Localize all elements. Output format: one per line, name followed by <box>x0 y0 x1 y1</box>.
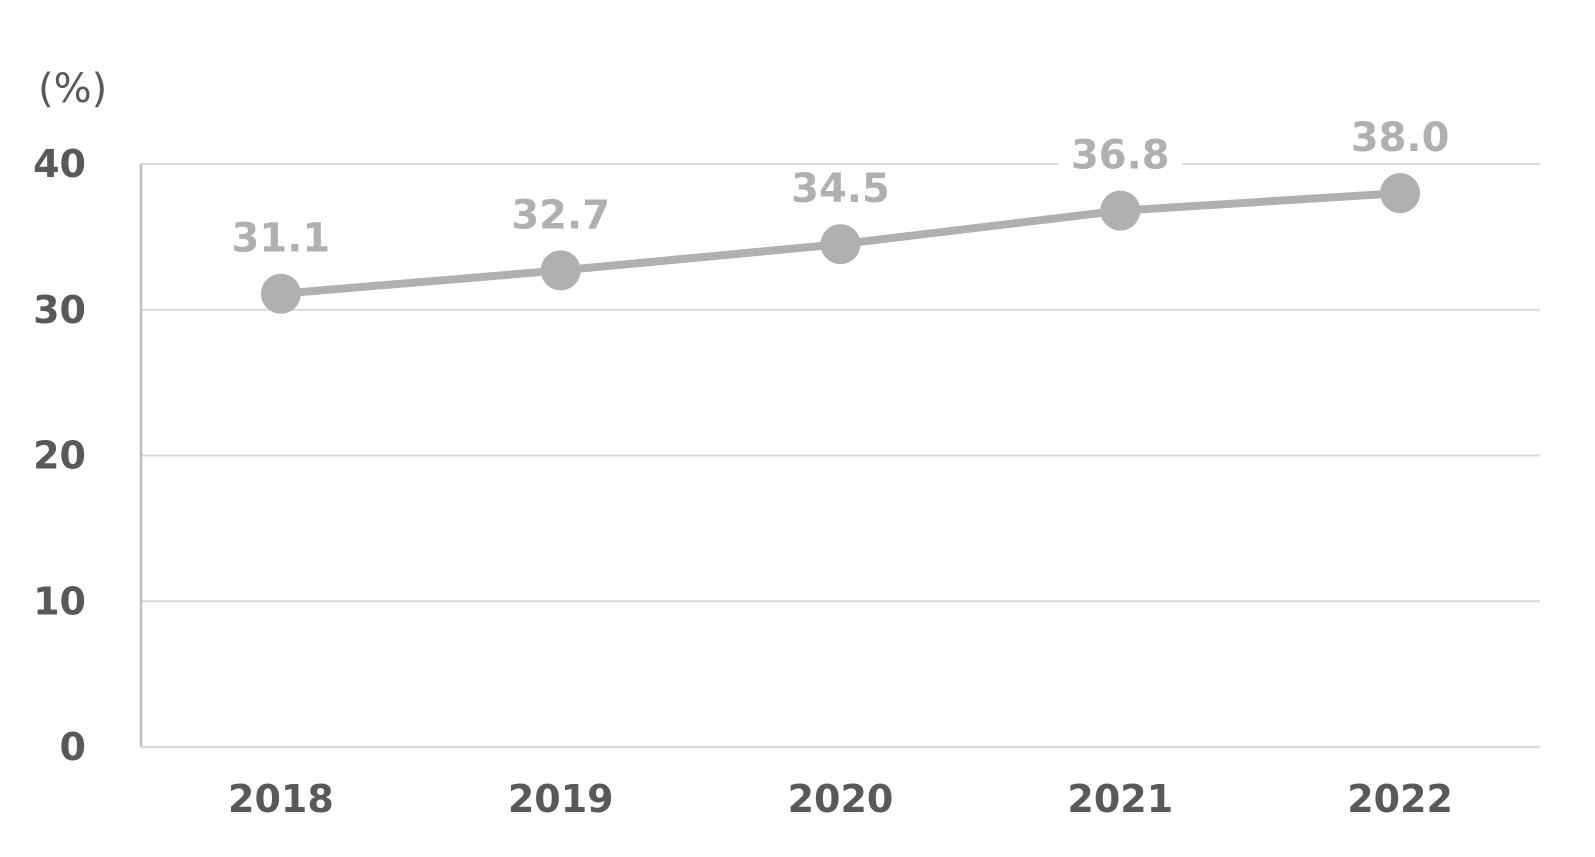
series-group <box>260 173 1421 314</box>
data-label-background-2022 <box>1338 115 1463 162</box>
data-label-2020: 34.5 <box>791 166 890 212</box>
x-tick-label-2020: 2020 <box>788 777 894 821</box>
data-point-2019 <box>540 250 581 291</box>
data-label-2022: 38.0 <box>1351 115 1450 161</box>
data-point-2021 <box>1100 190 1141 231</box>
axes <box>139 164 1540 749</box>
gridlines <box>141 163 1540 603</box>
x-axis-ticks: 2018 2019 2020 2021 2022 <box>228 777 1453 821</box>
data-point-2018 <box>260 273 301 314</box>
data-label-background-2018 <box>218 215 343 262</box>
x-tick-label-2019: 2019 <box>508 777 614 821</box>
y-tick-label-10: 10 <box>33 579 86 623</box>
y-axis-unit-label: (%) <box>38 66 107 112</box>
data-label-2021: 36.8 <box>1071 133 1170 179</box>
data-label-2018: 31.1 <box>232 216 331 262</box>
y-tick-label-0: 0 <box>60 725 86 769</box>
y-tick-label-30: 30 <box>33 288 86 332</box>
data-label-2019: 32.7 <box>511 192 610 238</box>
data-point-2020 <box>820 224 861 265</box>
x-tick-label-2022: 2022 <box>1347 777 1453 821</box>
x-tick-label-2021: 2021 <box>1067 777 1173 821</box>
y-axis-ticks: 0 10 20 30 40 <box>33 142 86 769</box>
data-label-background-2021 <box>1058 132 1183 179</box>
data-point-2022 <box>1380 173 1421 214</box>
x-tick-label-2018: 2018 <box>228 777 334 821</box>
y-tick-label-40: 40 <box>33 142 86 186</box>
y-tick-label-20: 20 <box>33 434 86 478</box>
data-labels: 31.1 32.7 34.5 36.8 38.0 <box>218 115 1463 262</box>
data-label-background-2020 <box>778 166 903 213</box>
data-label-background-2019 <box>498 192 623 239</box>
